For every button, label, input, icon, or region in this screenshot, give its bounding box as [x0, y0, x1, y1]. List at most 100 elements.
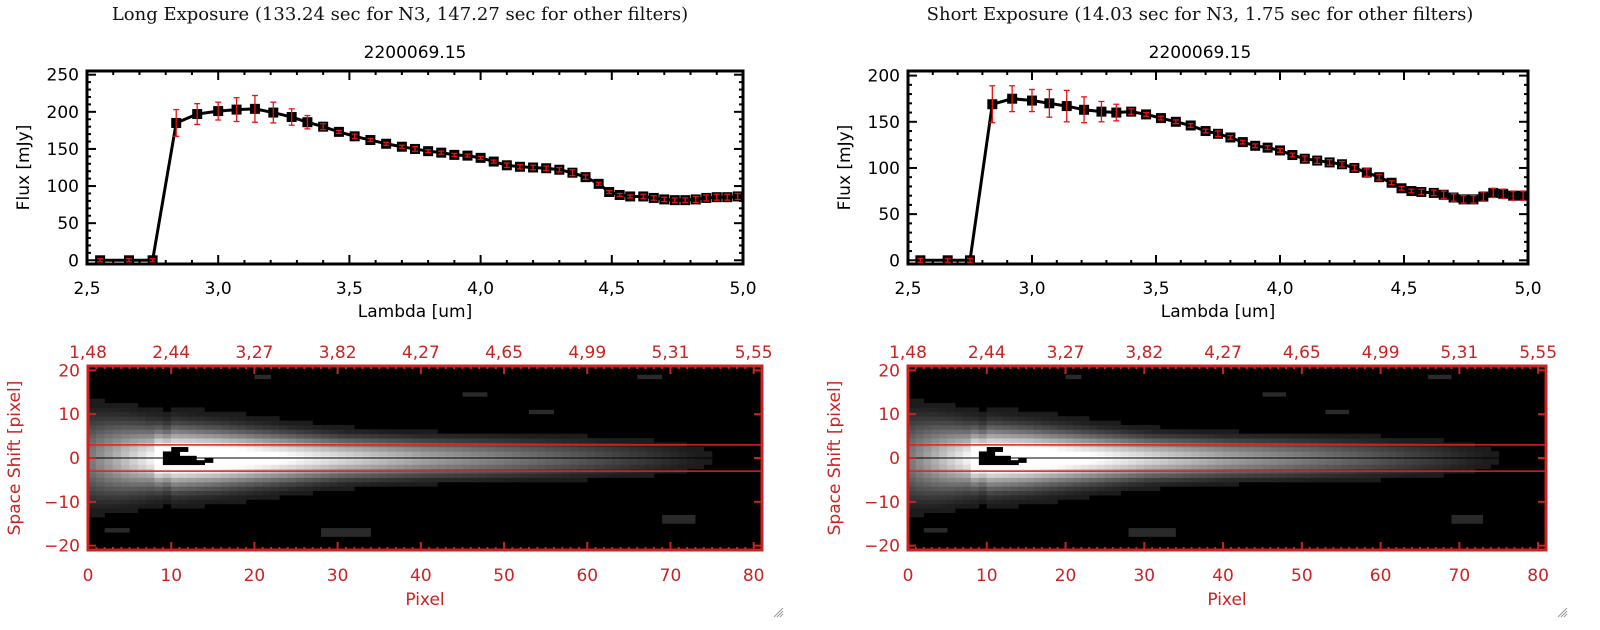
- image-pixel: [962, 477, 972, 483]
- image-pixel: [1136, 464, 1145, 470]
- image-pixel: [1112, 420, 1121, 426]
- image-pixel: [487, 451, 496, 457]
- noise-blob: [1128, 528, 1176, 537]
- image-pixel: [428, 446, 438, 452]
- image-pixel: [129, 508, 139, 513]
- image-pixel: [603, 446, 613, 452]
- image-pixel: [245, 438, 255, 443]
- image-pixel: [653, 446, 663, 452]
- image-pixel: [295, 433, 305, 439]
- image-pixel: [287, 464, 297, 470]
- image-pixel: [1293, 464, 1303, 470]
- panel-long-exposure: Long Exposure (133.24 sec for N3, 147.27…: [5, 4, 784, 618]
- image-pixel: [112, 481, 122, 487]
- image-pixel: [162, 477, 172, 483]
- image-pixel: [171, 464, 180, 470]
- image-pixel: [420, 451, 430, 457]
- error-bar: [125, 258, 132, 263]
- image-pixel: [395, 429, 405, 435]
- image-pixel: [187, 490, 197, 496]
- image-pixel: [279, 438, 288, 443]
- x-axis-label: Lambda [um]: [1161, 302, 1275, 322]
- image-pixel: [994, 477, 1003, 483]
- image-pixel: [171, 420, 180, 426]
- image-pixel: [1191, 464, 1200, 470]
- image-pixel: [121, 416, 130, 421]
- image-pixel: [570, 433, 580, 439]
- image-pixel: [1065, 490, 1074, 496]
- image-pixel: [1010, 464, 1019, 470]
- image-pixel: [612, 473, 621, 478]
- image-pixel: [187, 495, 197, 500]
- image-pixel: [545, 473, 555, 478]
- image-pixel: [939, 416, 948, 421]
- error-bar: [1029, 88, 1035, 113]
- image-pixel: [1435, 473, 1444, 478]
- image-pixel: [354, 481, 363, 487]
- image-pixel: [528, 464, 538, 470]
- image-pixel: [1388, 451, 1397, 457]
- image-pixel: [104, 424, 114, 430]
- image-pixel: [970, 433, 980, 439]
- image-pixel: [986, 424, 995, 430]
- image-pixel: [179, 438, 189, 443]
- image-pixel: [1356, 464, 1366, 470]
- image-pixel: [104, 420, 114, 426]
- image-pixel: [387, 438, 397, 443]
- image-pixel: [379, 438, 388, 443]
- image-pixel: [220, 495, 230, 500]
- image-pixel: [129, 411, 139, 417]
- image-pixel: [1222, 446, 1232, 452]
- image-pixel: [1073, 451, 1082, 457]
- image-pixel: [254, 420, 263, 426]
- image-pixel: [1230, 477, 1240, 483]
- image-pixel: [162, 481, 172, 487]
- image-pixel: [395, 481, 405, 487]
- image-pixel: [445, 477, 455, 483]
- resize-grip-icon[interactable]: [1556, 606, 1568, 618]
- image-pixel: [220, 464, 230, 470]
- image-pixel: [204, 411, 214, 417]
- resize-grip-icon[interactable]: [772, 606, 784, 618]
- image-pixel: [1262, 433, 1271, 439]
- image-pixel: [1309, 451, 1318, 457]
- image-pixel: [146, 464, 155, 470]
- image-pixel: [204, 477, 214, 483]
- image-pixel: [245, 416, 255, 421]
- top-wavelength-label: 2,44: [968, 343, 1006, 363]
- image-pixel: [1065, 459, 1074, 465]
- image-pixel: [537, 459, 546, 465]
- image-pixel: [562, 446, 571, 452]
- image-pixel: [1183, 481, 1192, 487]
- image-pixel: [345, 486, 355, 492]
- image-pixel: [1435, 438, 1444, 443]
- image-pixel: [254, 477, 263, 483]
- y-tick-label: 50: [878, 205, 900, 225]
- image-pixel: [986, 420, 995, 426]
- image-pixel: [171, 503, 180, 509]
- image-pixel: [1033, 438, 1043, 443]
- image-pixel: [1151, 433, 1161, 439]
- x-tick-label: 40: [410, 566, 432, 586]
- image-pixel: [1104, 451, 1113, 457]
- image-pixel: [387, 481, 397, 487]
- error-bar: [569, 169, 576, 177]
- image-pixel: [112, 403, 122, 408]
- image-pixel: [1112, 481, 1121, 487]
- y-axis-label: Space Shift [pixel]: [5, 381, 25, 536]
- image-pixel: [578, 477, 588, 483]
- image-pixel: [179, 473, 189, 478]
- image-pixel: [1427, 464, 1436, 470]
- image-pixel: [1183, 429, 1192, 435]
- image-pixel: [1301, 473, 1310, 478]
- image-pixel: [121, 503, 130, 509]
- image-pixel: [137, 407, 147, 413]
- image-pixel: [947, 438, 956, 443]
- error-bar: [173, 108, 180, 137]
- image-pixel: [1002, 433, 1011, 439]
- image-pixel: [1356, 477, 1366, 483]
- image-pixel: [129, 477, 139, 483]
- image-pixel: [96, 407, 105, 413]
- image-pixel: [229, 477, 238, 483]
- image-pixel: [512, 464, 521, 470]
